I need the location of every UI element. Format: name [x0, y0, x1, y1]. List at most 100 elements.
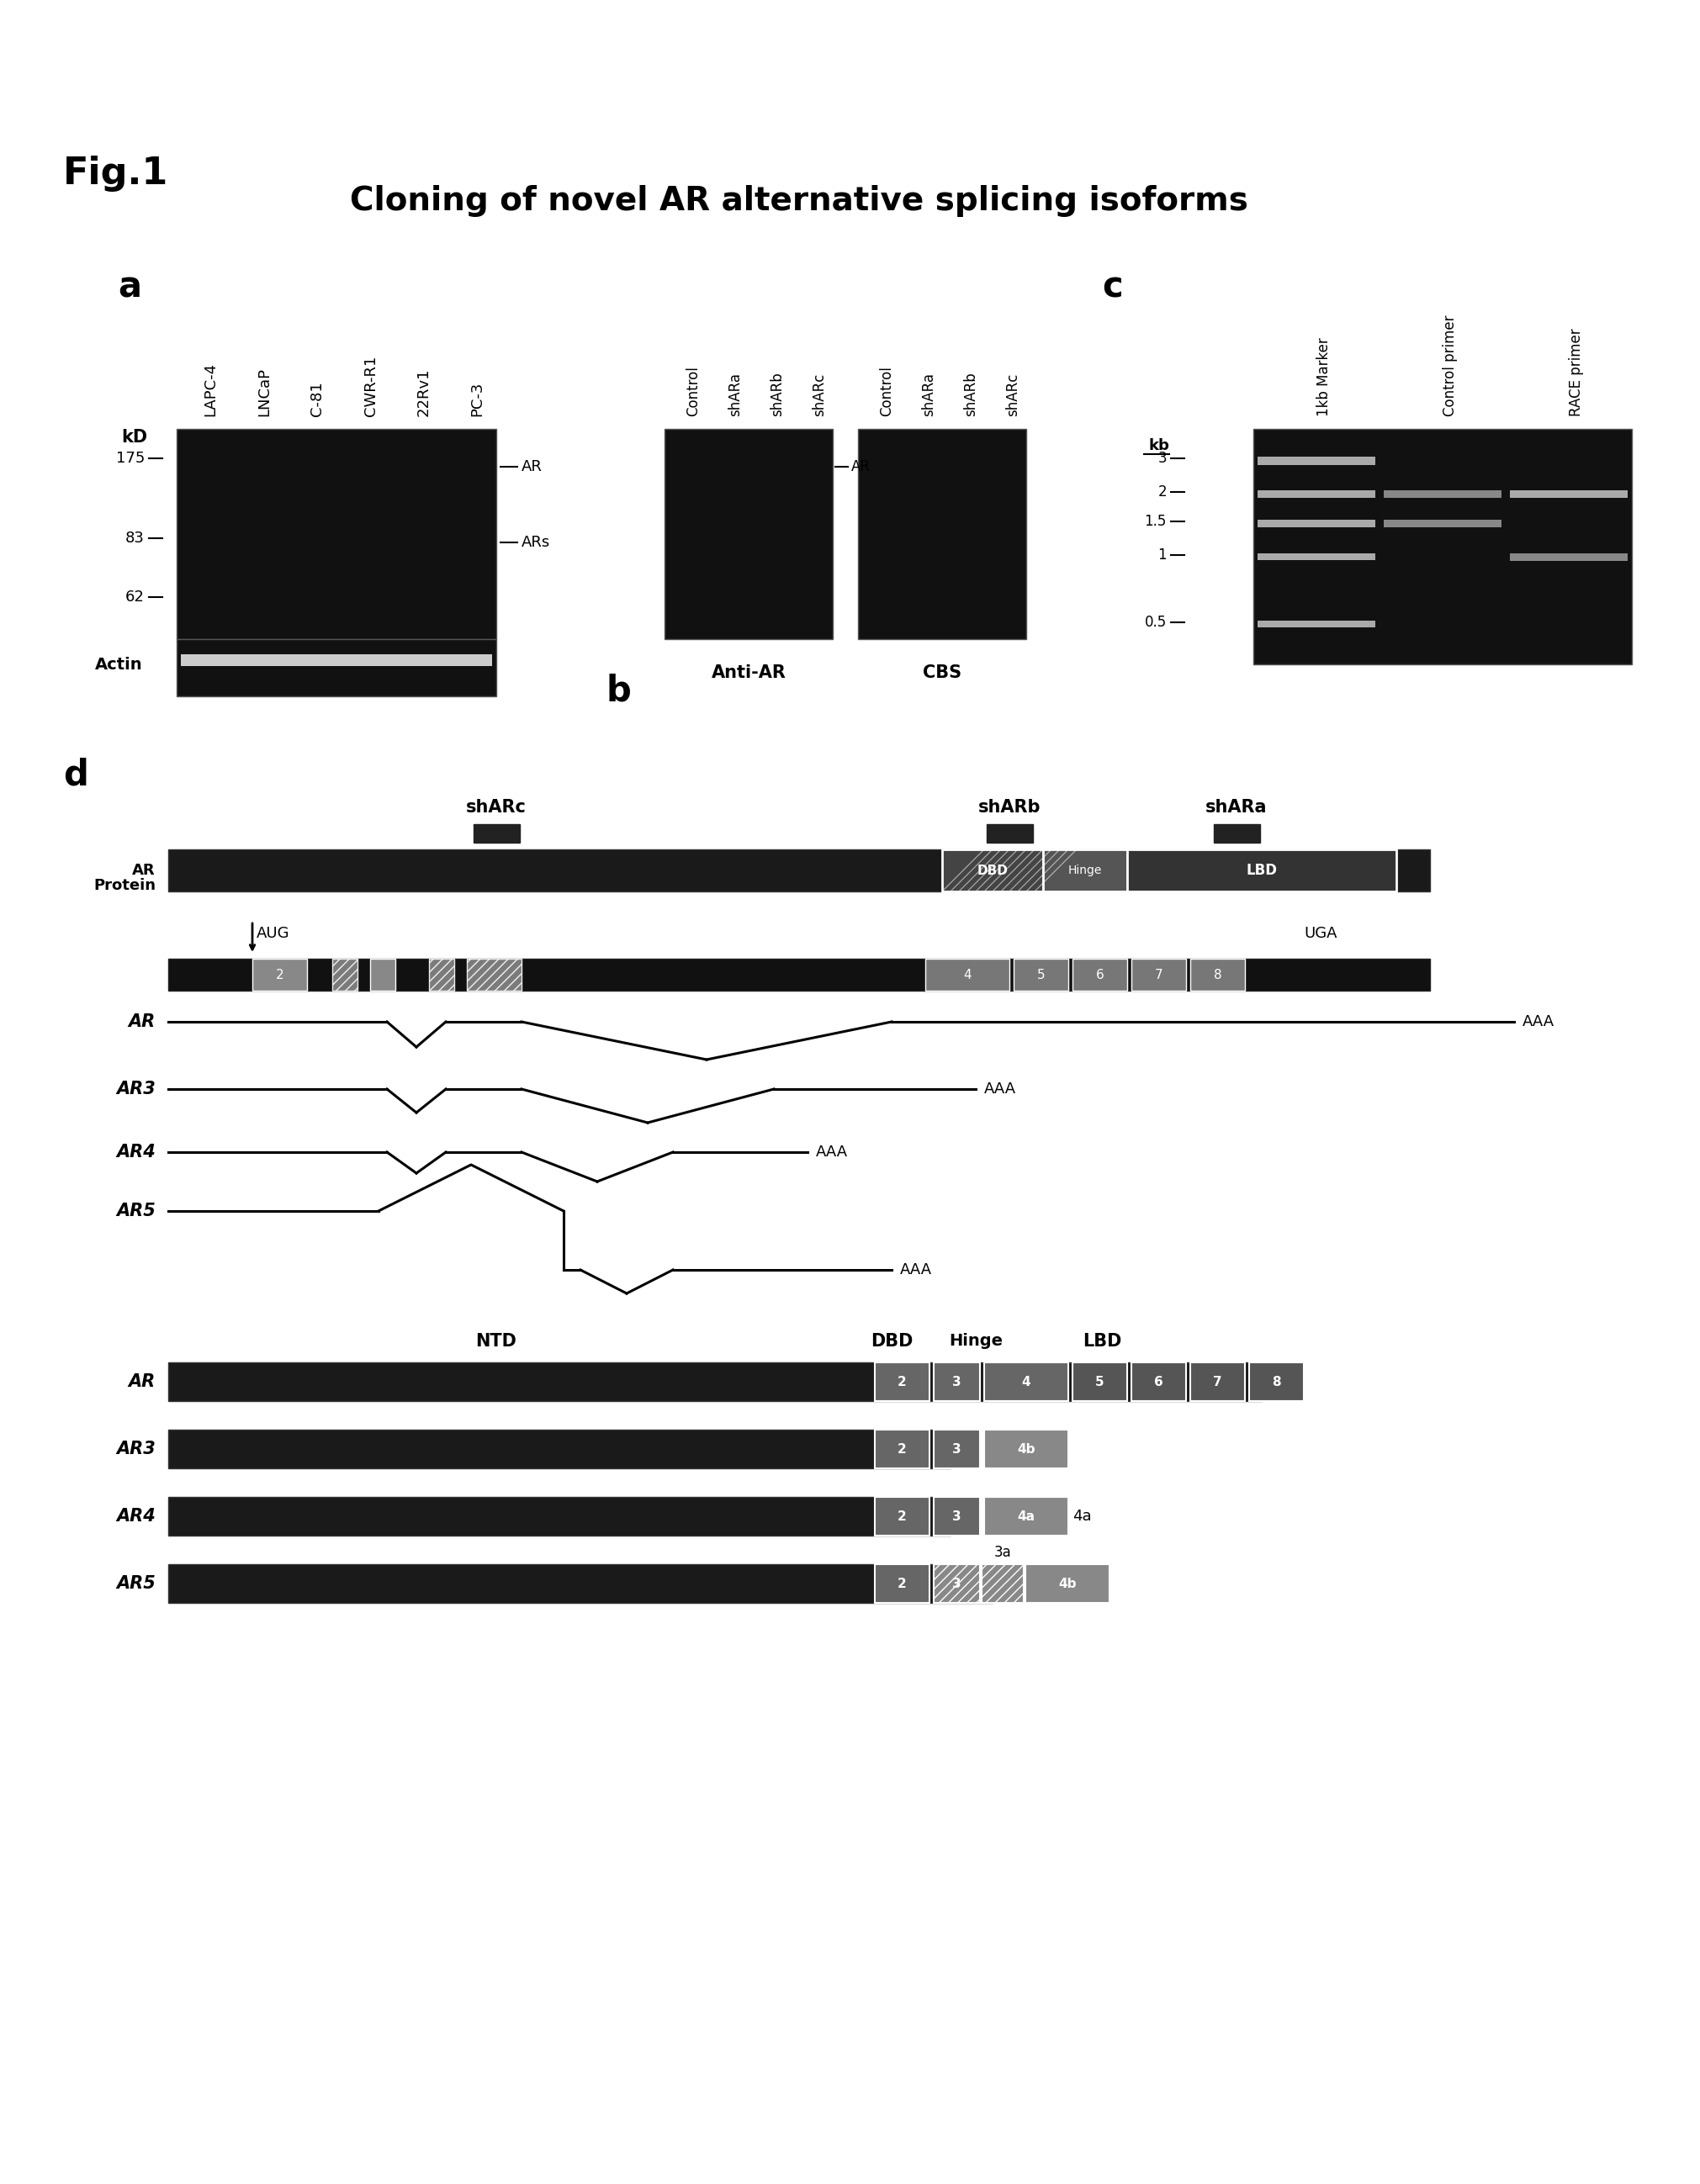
Bar — [1258, 553, 1375, 559]
Text: 2: 2 — [898, 1444, 906, 1455]
Bar — [168, 1431, 950, 1468]
Bar — [371, 959, 396, 992]
Bar — [858, 428, 1027, 640]
Bar — [1258, 620, 1375, 627]
Text: LAPC-4: LAPC-4 — [204, 363, 218, 417]
Text: 22Rv1: 22Rv1 — [416, 367, 432, 417]
Bar — [177, 428, 496, 640]
Bar — [474, 823, 520, 843]
Text: shARc: shARc — [811, 373, 826, 417]
Text: AR3: AR3 — [116, 1081, 156, 1099]
Bar — [168, 1363, 1261, 1402]
Bar — [981, 1564, 1023, 1603]
Text: AAA: AAA — [816, 1144, 848, 1160]
Bar — [942, 850, 1044, 891]
Text: AR: AR — [129, 1013, 156, 1031]
Text: CWR-R1: CWR-R1 — [364, 356, 377, 417]
Bar — [1073, 1363, 1127, 1402]
Text: 3a: 3a — [994, 1544, 1011, 1559]
Bar — [1214, 823, 1260, 843]
Text: Anti-AR: Anti-AR — [711, 664, 785, 681]
Text: shARa: shARa — [728, 373, 743, 417]
Bar — [168, 850, 1430, 891]
Bar — [1073, 959, 1127, 992]
Text: 3: 3 — [952, 1444, 960, 1455]
Text: C-81: C-81 — [309, 382, 325, 417]
Text: 4: 4 — [964, 968, 971, 981]
Text: 6: 6 — [1154, 1376, 1163, 1389]
Bar — [984, 1496, 1068, 1535]
Text: 62: 62 — [126, 590, 144, 605]
Text: UGA: UGA — [1304, 926, 1338, 941]
Text: LNCaP: LNCaP — [257, 367, 272, 417]
Bar — [1190, 959, 1244, 992]
Text: 7: 7 — [1214, 1376, 1222, 1389]
Bar — [1249, 1363, 1304, 1402]
Text: shARb: shARb — [977, 799, 1040, 817]
Text: 83: 83 — [126, 531, 144, 546]
Bar — [876, 1564, 930, 1603]
Text: AR: AR — [129, 1374, 156, 1391]
Bar — [876, 1431, 930, 1468]
Bar — [925, 959, 1010, 992]
Text: 6: 6 — [1096, 968, 1103, 981]
Text: Hinge: Hinge — [1068, 865, 1102, 876]
Text: AR5: AR5 — [116, 1575, 156, 1592]
Text: AAA: AAA — [899, 1262, 932, 1278]
Bar — [933, 1564, 979, 1603]
Text: DBD: DBD — [977, 865, 1008, 876]
Bar — [1190, 1363, 1244, 1402]
Text: 8: 8 — [1214, 968, 1222, 981]
Text: PC-3: PC-3 — [469, 382, 484, 417]
Text: c: c — [1102, 269, 1122, 304]
Text: AR3: AR3 — [116, 1441, 156, 1457]
Text: 175: 175 — [116, 450, 144, 465]
Text: 4a: 4a — [1017, 1509, 1035, 1522]
Text: Cloning of novel AR alternative splicing isoforms: Cloning of novel AR alternative splicing… — [350, 186, 1248, 216]
Text: AAA: AAA — [984, 1081, 1017, 1096]
Text: 0.5: 0.5 — [1144, 614, 1166, 629]
Text: RACE primer: RACE primer — [1569, 328, 1584, 417]
Text: shARb: shARb — [964, 371, 978, 417]
Bar — [252, 959, 308, 992]
Text: shARa: shARa — [1205, 799, 1268, 817]
Text: 4b: 4b — [1059, 1577, 1076, 1590]
Bar — [876, 1363, 930, 1402]
Bar — [933, 1363, 979, 1402]
Text: CBS: CBS — [923, 664, 962, 681]
Text: AR4: AR4 — [116, 1144, 156, 1160]
Text: DBD: DBD — [870, 1332, 913, 1350]
Text: shARb: shARb — [770, 371, 785, 417]
Bar — [180, 655, 491, 666]
Text: 4b: 4b — [1017, 1444, 1035, 1455]
Text: Protein: Protein — [94, 878, 156, 893]
Text: AAA: AAA — [1523, 1013, 1554, 1029]
Bar — [1258, 456, 1375, 465]
Text: 3: 3 — [952, 1509, 960, 1522]
Text: 3: 3 — [1158, 450, 1166, 465]
Text: AR4: AR4 — [116, 1507, 156, 1524]
Text: shARa: shARa — [921, 373, 937, 417]
Bar — [986, 823, 1034, 843]
Text: Control: Control — [879, 367, 894, 417]
Bar — [876, 1496, 930, 1535]
Text: d: d — [63, 758, 88, 793]
Text: shARc: shARc — [1005, 373, 1020, 417]
Text: 5: 5 — [1095, 1376, 1105, 1389]
Text: 3: 3 — [952, 1577, 960, 1590]
Text: 1kb Marker: 1kb Marker — [1316, 339, 1331, 417]
Text: 2: 2 — [898, 1376, 906, 1389]
Bar — [984, 1431, 1068, 1468]
Text: 2: 2 — [898, 1577, 906, 1590]
Bar — [1253, 428, 1632, 664]
Text: 4: 4 — [1022, 1376, 1030, 1389]
Text: 8: 8 — [1272, 1376, 1280, 1389]
Text: 2: 2 — [1158, 485, 1166, 500]
Text: AR: AR — [522, 459, 542, 474]
Bar — [1258, 489, 1375, 498]
Text: Control primer: Control primer — [1443, 314, 1457, 417]
Bar — [1384, 489, 1501, 498]
Text: b: b — [605, 673, 631, 708]
Bar — [933, 1431, 979, 1468]
Text: ARs: ARs — [522, 535, 551, 550]
